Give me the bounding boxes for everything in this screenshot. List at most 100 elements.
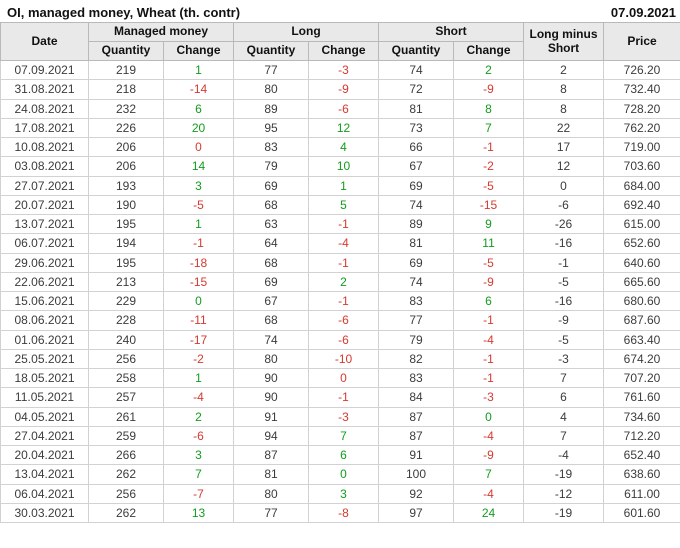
- cell-mm-quantity: 258: [88, 367, 164, 389]
- cell-price: 684.00: [603, 175, 680, 196]
- cell-price: 601.60: [603, 502, 680, 524]
- cell-mm-quantity: 262: [88, 502, 164, 524]
- cell-long-quantity: 69: [233, 175, 309, 196]
- cell-short-quantity: 83: [378, 290, 455, 312]
- cell-mm-change: 1: [163, 367, 234, 389]
- header-date: Date: [0, 22, 89, 61]
- header-mm-change: Change: [163, 41, 234, 61]
- cell-long-minus-short: -5: [523, 329, 605, 350]
- cell-price: 707.20: [603, 367, 680, 389]
- header-price: Price: [603, 22, 680, 61]
- table-row: 27.04.2021 259 -6 94 7 87 -4 7 712.20: [0, 425, 680, 447]
- table-row: 30.03.2021 262 13 77 -8 97 24 -19 601.60: [0, 502, 680, 524]
- cell-date: 24.08.2021: [0, 98, 89, 119]
- header-short: Short: [378, 22, 525, 42]
- cell-date: 18.05.2021: [0, 367, 89, 389]
- cell-mm-change: -5: [163, 194, 234, 216]
- cell-date: 20.07.2021: [0, 194, 89, 216]
- cell-date: 06.07.2021: [0, 233, 89, 254]
- cell-date: 20.04.2021: [0, 444, 89, 466]
- cell-long-minus-short: 7: [523, 425, 605, 447]
- header-long-change: Change: [307, 41, 380, 61]
- cell-date: 08.06.2021: [0, 310, 89, 331]
- cell-date: 13.07.2021: [0, 213, 89, 235]
- cell-long-quantity: 64: [233, 233, 309, 254]
- cell-short-quantity: 77: [378, 310, 455, 331]
- cell-short-change: 7: [453, 464, 525, 485]
- cell-short-change: 24: [453, 502, 525, 524]
- cell-short-quantity: 73: [378, 117, 455, 139]
- cell-mm-quantity: 266: [88, 444, 164, 466]
- cell-price: 680.60: [603, 290, 680, 312]
- cell-short-quantity: 69: [378, 252, 455, 273]
- cell-mm-change: -4: [163, 387, 234, 408]
- cell-long-change: 1: [307, 175, 380, 196]
- cell-short-change: 11: [453, 233, 525, 254]
- cell-price: 652.40: [603, 444, 680, 466]
- cell-long-quantity: 68: [233, 252, 309, 273]
- table-row: 13.07.2021 195 1 63 -1 89 9 -26 615.00: [0, 213, 680, 235]
- table-row: 17.08.2021 226 20 95 12 73 7 22 762.20: [0, 117, 680, 139]
- table-row: 20.07.2021 190 -5 68 5 74 -15 -6 692.40: [0, 194, 680, 216]
- cell-mm-change: -1: [163, 233, 234, 254]
- cell-date: 25.05.2021: [0, 348, 89, 370]
- cell-short-quantity: 87: [378, 425, 455, 447]
- cell-date: 29.06.2021: [0, 252, 89, 273]
- cell-mm-change: 1: [163, 213, 234, 235]
- cell-long-quantity: 95: [233, 117, 309, 139]
- cell-long-quantity: 81: [233, 464, 309, 485]
- cell-mm-quantity: 213: [88, 271, 164, 293]
- cell-price: 703.60: [603, 156, 680, 177]
- cell-short-change: -5: [453, 175, 525, 196]
- cell-mm-quantity: 228: [88, 310, 164, 331]
- header-long-minus-short: Long minus Short: [523, 22, 605, 61]
- table-row: 03.08.2021 206 14 79 10 67 -2 12 703.60: [0, 156, 680, 177]
- table-row: 07.09.2021 219 1 77 -3 74 2 2 726.20: [0, 59, 680, 81]
- cell-long-quantity: 80: [233, 483, 309, 504]
- cell-short-quantity: 89: [378, 213, 455, 235]
- table-row: 06.04.2021 256 -7 80 3 92 -4 -12 611.00: [0, 483, 680, 504]
- cell-long-quantity: 80: [233, 79, 309, 100]
- cell-long-change: 4: [307, 136, 380, 158]
- cell-short-quantity: 91: [378, 444, 455, 466]
- cell-long-change: -1: [307, 290, 380, 312]
- cell-long-change: -4: [307, 233, 380, 254]
- cell-long-minus-short: 8: [523, 98, 605, 119]
- cell-price: 611.00: [603, 483, 680, 504]
- cell-long-quantity: 87: [233, 444, 309, 466]
- page-title: OI, managed money, Wheat (th. contr): [7, 4, 241, 20]
- header-short-quantity: Quantity: [378, 41, 455, 61]
- cell-mm-quantity: 262: [88, 464, 164, 485]
- cell-price: 692.40: [603, 194, 680, 216]
- cell-price: 728.20: [603, 98, 680, 119]
- cell-price: 761.60: [603, 387, 680, 408]
- cell-long-change: 7: [307, 425, 380, 447]
- cell-long-change: -1: [307, 387, 380, 408]
- cell-long-quantity: 67: [233, 290, 309, 312]
- cell-long-change: -6: [307, 329, 380, 350]
- cell-mm-quantity: 256: [88, 483, 164, 504]
- cell-long-minus-short: 4: [523, 406, 605, 427]
- cell-short-change: -9: [453, 444, 525, 466]
- cell-long-minus-short: -4: [523, 444, 605, 466]
- cell-long-minus-short: 7: [523, 367, 605, 389]
- cell-long-change: -10: [307, 348, 380, 370]
- cell-date: 27.07.2021: [0, 175, 89, 196]
- cell-long-quantity: 79: [233, 156, 309, 177]
- cell-short-quantity: 74: [378, 194, 455, 216]
- cell-short-quantity: 74: [378, 271, 455, 293]
- cell-short-quantity: 82: [378, 348, 455, 370]
- table-row: 10.08.2021 206 0 83 4 66 -1 17 719.00: [0, 136, 680, 158]
- cell-mm-change: 1: [163, 59, 234, 81]
- table-row: 15.06.2021 229 0 67 -1 83 6 -16 680.60: [0, 290, 680, 312]
- cell-long-change: -9: [307, 79, 380, 100]
- cell-date: 04.05.2021: [0, 406, 89, 427]
- cell-long-quantity: 90: [233, 387, 309, 408]
- cell-price: 734.60: [603, 406, 680, 427]
- cell-price: 615.00: [603, 213, 680, 235]
- cell-price: 726.20: [603, 59, 680, 81]
- cell-long-change: 2: [307, 271, 380, 293]
- report-date: 07.09.2021: [610, 4, 676, 20]
- cell-mm-quantity: 229: [88, 290, 164, 312]
- cell-long-quantity: 68: [233, 194, 309, 216]
